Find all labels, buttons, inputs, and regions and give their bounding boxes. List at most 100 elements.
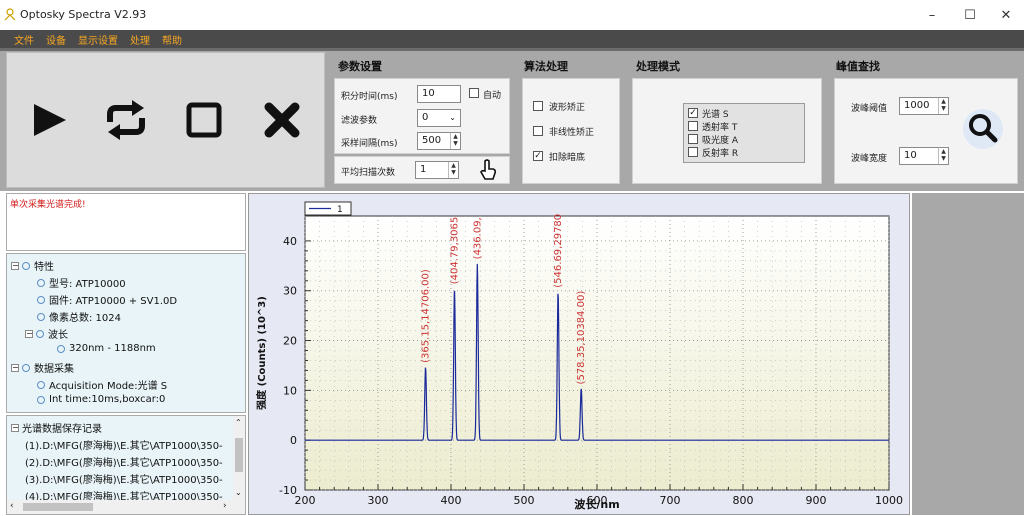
x-tick-label: 500: [514, 494, 535, 507]
tree-node-acq-mode: Acquisition Mode:光谱 S: [37, 377, 167, 392]
menu-help[interactable]: 帮助: [162, 32, 182, 47]
peak-search-button[interactable]: [961, 107, 1005, 151]
stop-button[interactable]: [175, 91, 233, 149]
scroll-thumb[interactable]: [235, 438, 243, 472]
maximize-button[interactable]: ☐: [952, 0, 988, 30]
tree-node-label: 波长: [48, 326, 68, 341]
vertical-scrollbar[interactable]: ⌃ ⌄: [233, 416, 245, 502]
y-tick-label: 20: [283, 335, 297, 348]
menu-file[interactable]: 文件: [14, 32, 34, 47]
start-button[interactable]: [21, 91, 79, 149]
peak-threshold-label: 波峰阈值: [851, 101, 887, 114]
x-axis-label: 波长/nm: [574, 497, 619, 511]
tree-node-label: 固件: ATP10000 + SV1.0D: [49, 292, 177, 307]
node-icon: [22, 364, 30, 372]
node-icon: [37, 296, 45, 304]
nonlinear-correction-checkbox[interactable]: [533, 126, 543, 136]
toolbar: 参数设置 积分时间(ms) 10 自动 滤波参数 0 ⌄ 采样间隔(ms) 50…: [0, 48, 1024, 191]
scroll-right-icon[interactable]: ›: [223, 501, 227, 511]
hand-pointer-icon[interactable]: [479, 159, 497, 181]
stop-icon: [186, 102, 222, 138]
minimize-button[interactable]: –: [914, 0, 950, 30]
spin-arrows-icon[interactable]: ▲ ▼: [938, 98, 948, 114]
scroll-left-icon[interactable]: ‹: [10, 501, 14, 511]
mode-transmittance-checkbox[interactable]: [688, 121, 698, 131]
collapse-icon[interactable]: −: [25, 330, 33, 338]
collapse-icon[interactable]: −: [11, 364, 19, 372]
x-tick-label: 800: [733, 494, 754, 507]
scroll-thumb[interactable]: [23, 503, 93, 511]
log-item[interactable]: (1).D:\MFG(廖海梅)\E.其它\ATP1000\350-: [25, 437, 223, 452]
tree-node-wavelength[interactable]: − 波长: [25, 326, 68, 341]
x-tick-label: 700: [660, 494, 681, 507]
peak-width-stepper[interactable]: 10 ▲ ▼: [899, 147, 949, 165]
peak-group: 峰值查找 波峰阈值 1000 ▲ ▼ 波峰宽度 10 ▲ ▼: [832, 52, 1022, 188]
filter-label: 滤波参数: [341, 113, 377, 126]
right-empty-area: [912, 193, 1024, 515]
tree-node-acquisition[interactable]: − 数据采集: [11, 360, 74, 375]
avg-stepper[interactable]: 1 ▲ ▼: [415, 161, 459, 179]
spin-arrows-icon[interactable]: ▲ ▼: [938, 148, 948, 164]
tree-node-wave-range: 320nm - 1188nm: [57, 343, 156, 354]
mode-absorbance-checkbox[interactable]: [688, 134, 698, 144]
status-message: 单次采集光谱完成!: [10, 197, 86, 210]
x-tick-label: 300: [368, 494, 389, 507]
filter-value: 0: [422, 112, 428, 123]
dark-subtract-checkbox[interactable]: ✓: [533, 151, 543, 161]
log-root[interactable]: − 光谱数据保存记录: [11, 420, 102, 435]
avg-label: 平均扫描次数: [341, 165, 395, 178]
peak-threshold-value: 1000: [904, 100, 929, 111]
app-logo-icon: [4, 8, 16, 21]
continuous-button[interactable]: [97, 91, 155, 149]
scroll-up-icon[interactable]: ⌃: [235, 418, 242, 427]
y-tick-label: -10: [279, 484, 297, 497]
close-window-button[interactable]: ✕: [988, 0, 1024, 30]
interval-stepper[interactable]: 500 ▲ ▼: [417, 132, 461, 150]
menu-display[interactable]: 显示设置: [78, 32, 118, 47]
spin-arrows-icon[interactable]: ▲ ▼: [448, 162, 458, 178]
play-icon: [30, 100, 70, 140]
algo-panel: 波形矫正 非线性矫正 ✓ 扣除暗底: [522, 78, 620, 184]
x-tick-label: 400: [441, 494, 462, 507]
menu-device[interactable]: 设备: [46, 32, 66, 47]
mode-spectrum-checkbox[interactable]: ✓: [688, 108, 698, 118]
peak-threshold-stepper[interactable]: 1000 ▲ ▼: [899, 97, 949, 115]
peak-width-value: 10: [904, 150, 917, 161]
mode-title: 处理模式: [636, 58, 680, 74]
menu-process[interactable]: 处理: [130, 32, 150, 47]
node-icon: [37, 396, 45, 404]
tree-node-int-time: Int time:10ms,boxcar:0: [37, 394, 165, 405]
peak-annotation: (436.09,: [472, 217, 483, 259]
waveform-correction-checkbox[interactable]: [533, 101, 543, 111]
spectrum-chart[interactable]: 200 300 400 500 600 700 800 900 1000 -10 0 10 20 30 40…: [248, 193, 910, 515]
mode-list: ✓ 光谱 S 透射率 T 吸光度 A 反射率 R: [683, 103, 805, 163]
y-tick-label: 40: [283, 235, 297, 248]
horizontal-scrollbar[interactable]: ‹ ›: [7, 500, 246, 514]
auto-checkbox[interactable]: [469, 88, 479, 98]
integration-input[interactable]: 10: [417, 85, 461, 103]
peak-annotation: (404.79,3065: [449, 217, 460, 285]
tree-node-properties[interactable]: − 特性: [11, 258, 54, 273]
spectrum-plot[interactable]: 200 300 400 500 600 700 800 900 1000 -10 0 10 20 30 40…: [249, 194, 909, 514]
node-icon: [22, 262, 30, 270]
chevron-down-icon: ⌄: [449, 110, 456, 126]
peak-annotation: (578.35,10384.00): [576, 291, 587, 385]
tree-node-label: 像素总数: 1024: [49, 309, 121, 324]
action-panel: [6, 52, 325, 188]
spin-arrows-icon[interactable]: ▲ ▼: [450, 133, 460, 149]
collapse-icon[interactable]: −: [11, 262, 19, 270]
tree-node-label: 数据采集: [34, 360, 74, 375]
window-title: Optosky Spectra V2.93: [20, 8, 146, 21]
tree-node-model: 型号: ATP10000: [37, 275, 126, 290]
log-item[interactable]: (2).D:\MFG(廖海梅)\E.其它\ATP1000\350-: [25, 454, 223, 469]
dark-subtract-label: 扣除暗底: [549, 150, 585, 163]
mode-reflectance-checkbox[interactable]: [688, 147, 698, 157]
collapse-icon[interactable]: −: [11, 424, 19, 432]
log-item[interactable]: (3).D:\MFG(廖海梅)\E.其它\ATP1000\350-: [25, 471, 223, 486]
scroll-down-icon[interactable]: ⌄: [235, 488, 242, 497]
node-icon: [36, 330, 44, 338]
close-device-button[interactable]: [253, 91, 311, 149]
avg-value: 1: [420, 164, 426, 175]
mode-panel: ✓ 光谱 S 透射率 T 吸光度 A 反射率 R: [632, 78, 822, 184]
filter-select[interactable]: 0 ⌄: [417, 109, 461, 127]
